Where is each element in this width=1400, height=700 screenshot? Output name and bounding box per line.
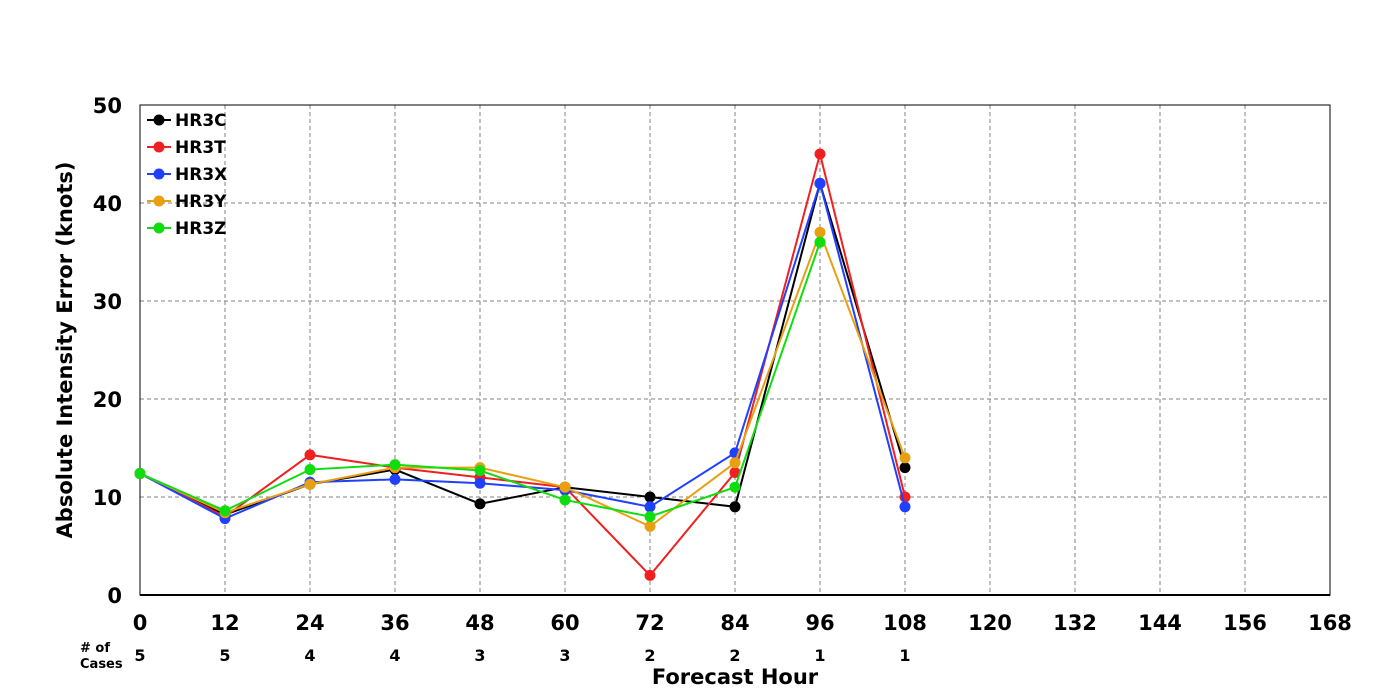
data-point: [729, 481, 741, 493]
data-point: [474, 498, 486, 510]
x-tick-label: 156: [1223, 611, 1267, 635]
x-tick-label: 84: [720, 611, 749, 635]
data-point: [389, 459, 401, 471]
x-tick-label: 72: [635, 611, 664, 635]
x-tick-label: 60: [550, 611, 579, 635]
grid: [140, 105, 1330, 595]
case-count: 5: [134, 646, 145, 665]
x-tick-label: 144: [1138, 611, 1182, 635]
data-point: [559, 494, 571, 506]
plot-frame: [139, 104, 1331, 596]
series-line: [139, 179, 906, 520]
data-point: [899, 452, 911, 464]
data-point: [474, 465, 486, 477]
cases-header-label: Cases: [80, 657, 123, 672]
x-tick-label: 48: [465, 611, 494, 635]
x-tick-label: 12: [210, 611, 239, 635]
legend-swatch-marker: [153, 114, 165, 126]
case-count: 2: [729, 646, 740, 665]
case-count: 2: [644, 646, 655, 665]
legend-item-hr3c: HR3C: [147, 111, 227, 131]
data-point: [304, 464, 316, 476]
data-point: [559, 481, 571, 493]
data-point: [814, 148, 826, 160]
series-line: [139, 153, 906, 577]
data-point: [644, 491, 656, 503]
data-point: [644, 569, 656, 581]
series-layer: [134, 148, 911, 581]
y-tick-label: 20: [93, 388, 122, 412]
data-point: [729, 467, 741, 478]
legend-label: HR3T: [175, 138, 226, 158]
cases-header-label: # of: [80, 641, 110, 656]
case-count: 4: [389, 646, 400, 665]
legend: HR3C HR3T HR3X HR3Y HR3Z: [147, 111, 227, 239]
data-point: [219, 505, 231, 517]
legend-label: HR3X: [175, 165, 227, 185]
legend-item-hr3t: HR3T: [147, 138, 226, 158]
legend-label: HR3Z: [175, 219, 226, 239]
data-point: [814, 236, 826, 248]
case-count: 4: [304, 646, 315, 665]
series-line: [139, 229, 906, 528]
legend-item-hr3y: HR3Y: [147, 192, 227, 212]
legend-swatch-marker: [153, 141, 165, 153]
legend-label: HR3Y: [175, 192, 227, 212]
data-point: [644, 501, 656, 513]
series-hr3x: [134, 177, 911, 525]
x-tick-label: 0: [133, 611, 148, 635]
legend-swatch-marker: [153, 222, 165, 234]
data-point: [389, 473, 401, 485]
data-point: [899, 501, 911, 513]
data-point: [814, 226, 826, 238]
y-tick-label: 0: [107, 584, 122, 608]
x-axis-title: Forecast Hour: [652, 665, 819, 689]
data-point: [729, 457, 741, 469]
series-hr3c: [134, 177, 911, 521]
data-point: [729, 501, 741, 513]
case-count: 1: [899, 646, 910, 665]
y-axis-title: Absolute Intensity Error (knots): [53, 162, 77, 539]
x-tick-label: 24: [295, 611, 324, 635]
series-line: [139, 179, 906, 516]
y-tick-label: 10: [93, 486, 122, 510]
x-tick-label: 36: [380, 611, 409, 635]
data-point: [304, 449, 316, 461]
legend-swatch-marker: [153, 195, 165, 207]
legend-item-hr3x: HR3X: [147, 165, 227, 185]
data-point: [899, 462, 911, 474]
y-tick-label: 30: [93, 290, 122, 314]
case-count: 3: [474, 646, 485, 665]
data-point: [304, 478, 316, 490]
data-point: [644, 520, 656, 532]
y-tick-label: 50: [93, 94, 122, 118]
x-tick-label: 96: [805, 611, 834, 635]
data-point: [134, 467, 146, 479]
legend-swatch-marker: [153, 168, 165, 180]
y-tick-label: 40: [93, 192, 122, 216]
tick-labels: 0 12 24 36 48 60 72 84 96 108 120 132 144 156 168 0 10 20…: [93, 94, 1352, 635]
series-hr3t: [134, 148, 911, 581]
x-tick-label: 120: [968, 611, 1012, 635]
case-count: 5: [219, 646, 230, 665]
data-point: [644, 511, 656, 523]
legend-item-hr3z: HR3Z: [147, 219, 226, 239]
series-hr3z: [134, 236, 826, 523]
case-count: 3: [559, 646, 570, 665]
data-point: [814, 177, 826, 189]
legend-label: HR3C: [175, 111, 227, 131]
x-tick-label: 132: [1053, 611, 1097, 635]
data-point: [474, 477, 486, 489]
x-tick-label: 108: [883, 611, 927, 635]
case-count: 1: [814, 646, 825, 665]
x-tick-label: 168: [1308, 611, 1352, 635]
